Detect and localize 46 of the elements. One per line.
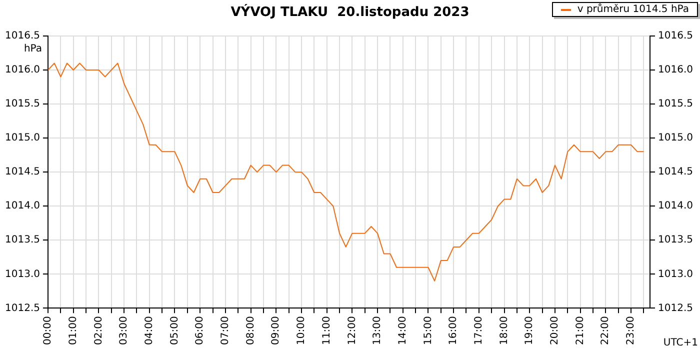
- x-tick-label: 08:00: [245, 316, 256, 346]
- y2-tick-label: 1012.5: [658, 302, 694, 314]
- x-tick-label: 09:00: [270, 316, 282, 346]
- y2-tick-label: 1016.5: [658, 30, 694, 42]
- y2-tick-label: 1013.5: [658, 234, 694, 246]
- x-tick-label: 00:00: [42, 316, 54, 346]
- x-tick-label: 04:00: [144, 316, 155, 346]
- x-tick-label: 07:00: [220, 316, 232, 346]
- chart-title: VÝVOJ TLAKU 20.listopadu 2023: [230, 5, 470, 20]
- y-tick-label: 1014.0: [4, 200, 40, 212]
- y2-tick-label: 1015.0: [658, 132, 694, 144]
- x-tick-label: 15:00: [422, 316, 434, 346]
- x-tick-label: 22:00: [600, 316, 612, 346]
- y-tick-label: 1016.5: [4, 30, 40, 42]
- y2-tick-label: 1015.5: [658, 98, 694, 110]
- y-tick-label: 1016.0: [4, 64, 40, 76]
- x-tick-label: 19:00: [524, 316, 536, 346]
- y-tick-label: 1012.5: [4, 302, 40, 314]
- x-axis-title: UTC+1: [663, 338, 698, 349]
- x-tick-label: 05:00: [169, 316, 180, 346]
- y-tick-label: 1014.5: [4, 166, 40, 178]
- y2-tick-label: 1013.0: [658, 268, 694, 280]
- x-tick-label: 18:00: [498, 316, 510, 346]
- y-tick-label: 1013.5: [4, 234, 40, 246]
- y-tick-label: 1015.0: [4, 132, 40, 144]
- x-tick-label: 16:00: [448, 316, 460, 346]
- x-tick-label: 01:00: [68, 316, 79, 346]
- x-tick-label: 12:00: [346, 316, 358, 346]
- x-tick-label: 13:00: [372, 316, 384, 346]
- x-tick-label: 10:00: [296, 316, 308, 346]
- x-tick-label: 23:00: [626, 316, 637, 346]
- x-tick-label: 06:00: [194, 316, 206, 346]
- y2-tick-label: 1016.0: [658, 64, 694, 76]
- x-tick-label: 20:00: [550, 316, 561, 346]
- x-tick-label: 11:00: [321, 316, 332, 346]
- y-tick-label: 1013.0: [4, 268, 40, 280]
- x-tick-label: 03:00: [118, 316, 130, 346]
- y-tick-label: 1015.5: [4, 98, 40, 110]
- x-tick-label: 14:00: [397, 316, 408, 346]
- y2-tick-label: 1014.5: [658, 166, 694, 178]
- y2-tick-label: 1014.0: [658, 200, 694, 212]
- x-tick-label: 02:00: [93, 316, 104, 346]
- y-axis-title: hPa: [24, 44, 42, 55]
- x-tick-label: 17:00: [474, 316, 485, 346]
- x-tick-label: 21:00: [574, 316, 586, 346]
- legend-label: v průměru 1014.5 hPa: [577, 4, 689, 15]
